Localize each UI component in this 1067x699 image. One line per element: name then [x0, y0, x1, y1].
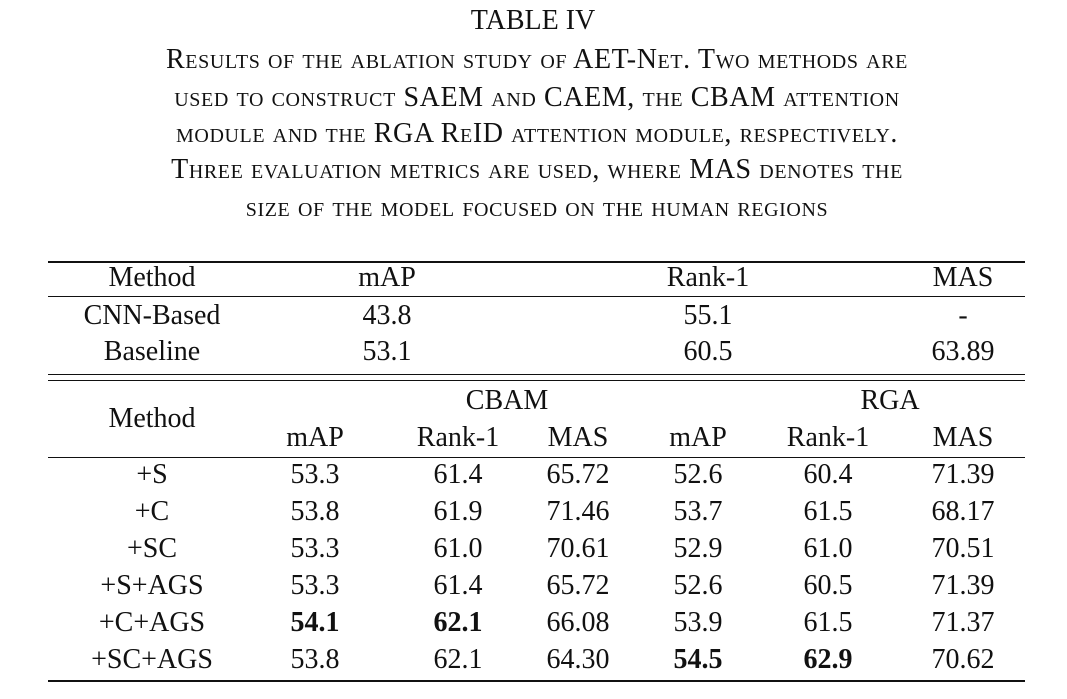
cell: 53.1 [362, 336, 412, 367]
header-cell: MAS [547, 422, 609, 453]
rule [48, 680, 1025, 682]
cell: +SC [126, 533, 178, 564]
header-cell: MAS [932, 262, 994, 293]
cell: 62.9 [804, 646, 853, 674]
cell: 70.62 [931, 644, 995, 675]
cell: +C [134, 496, 170, 527]
cell: 52.6 [673, 459, 723, 490]
bold-text: 54.1 [290, 607, 340, 638]
cell: 60.5 [803, 570, 853, 601]
cell: 70.61 [546, 533, 610, 564]
cell: 71.37 [931, 607, 995, 638]
cell: 61.9 [433, 496, 483, 527]
cell: 61.5 [803, 607, 853, 638]
header-cell: mAP [358, 262, 416, 293]
bold-text: 54.5 [673, 644, 723, 675]
cell: 65.72 [546, 570, 610, 601]
cell: 60.4 [803, 459, 853, 490]
table-title: TABLE IV [470, 5, 596, 36]
cell: 61.4 [433, 459, 483, 490]
cell: 61.5 [803, 496, 853, 527]
rule [48, 457, 1025, 458]
rule [48, 261, 1025, 263]
cell: 53.7 [673, 496, 723, 527]
group-header: CBAM [465, 385, 549, 416]
cell: 61.0 [433, 533, 483, 564]
cell: 43.8 [362, 300, 412, 331]
cell: 53.3 [290, 570, 340, 601]
cell: +S+AGS [100, 570, 204, 601]
cell: 53.8 [290, 644, 340, 675]
cell: 71.39 [931, 570, 995, 601]
cell: 55.1 [683, 300, 733, 331]
bold-text: 62.9 [803, 644, 853, 675]
header-cell: Method [108, 262, 196, 293]
cell: 70.51 [931, 533, 995, 564]
cell: 53.9 [673, 607, 723, 638]
cell: 65.72 [546, 459, 610, 490]
cell: 71.39 [931, 459, 995, 490]
header-cell: Rank-1 [666, 262, 750, 293]
cell: 53.3 [290, 533, 340, 564]
caption-line: size of the model focused on the human r… [245, 192, 829, 223]
header-cell: Rank-1 [416, 422, 500, 453]
cell: +SC+AGS [91, 644, 213, 675]
header-cell: mAP [286, 422, 344, 453]
cell: 61.0 [803, 533, 853, 564]
caption-line: Three evaluation metrics are used, where… [171, 154, 903, 185]
cell: 61.4 [433, 570, 483, 601]
cell: 54.1 [291, 609, 340, 637]
cell: 63.89 [931, 336, 995, 367]
caption-line: module and the RGA ReID attention module… [176, 118, 898, 149]
cell: 53.3 [290, 459, 340, 490]
cell: 53.8 [290, 496, 340, 527]
cell: Baseline [103, 336, 201, 367]
rule [48, 380, 1025, 381]
cell: 60.5 [683, 336, 733, 367]
header-cell: Method [108, 403, 196, 434]
cell: - [958, 300, 968, 331]
header-cell: Rank-1 [786, 422, 870, 453]
cell: 52.6 [673, 570, 723, 601]
cell: +C+AGS [98, 607, 206, 638]
header-cell: MAS [932, 422, 994, 453]
cell: 62.1 [434, 609, 483, 637]
rule [48, 374, 1025, 375]
bold-text: 62.1 [433, 607, 483, 638]
caption-line: Results of the ablation study of AET-Net… [166, 44, 908, 75]
cell: 62.1 [433, 644, 483, 675]
cell: CNN-Based [83, 300, 221, 331]
cell: 54.5 [674, 646, 723, 674]
cell: 66.08 [546, 607, 610, 638]
cell: 64.30 [546, 644, 610, 675]
cell: 52.9 [673, 533, 723, 564]
cell: 71.46 [546, 496, 610, 527]
rule [48, 296, 1025, 297]
caption-line: used to construct SAEM and CAEM, the CBA… [174, 82, 900, 113]
group-header: RGA [860, 385, 920, 416]
cell: +S [136, 459, 168, 490]
header-cell: mAP [669, 422, 727, 453]
cell: 68.17 [931, 496, 995, 527]
